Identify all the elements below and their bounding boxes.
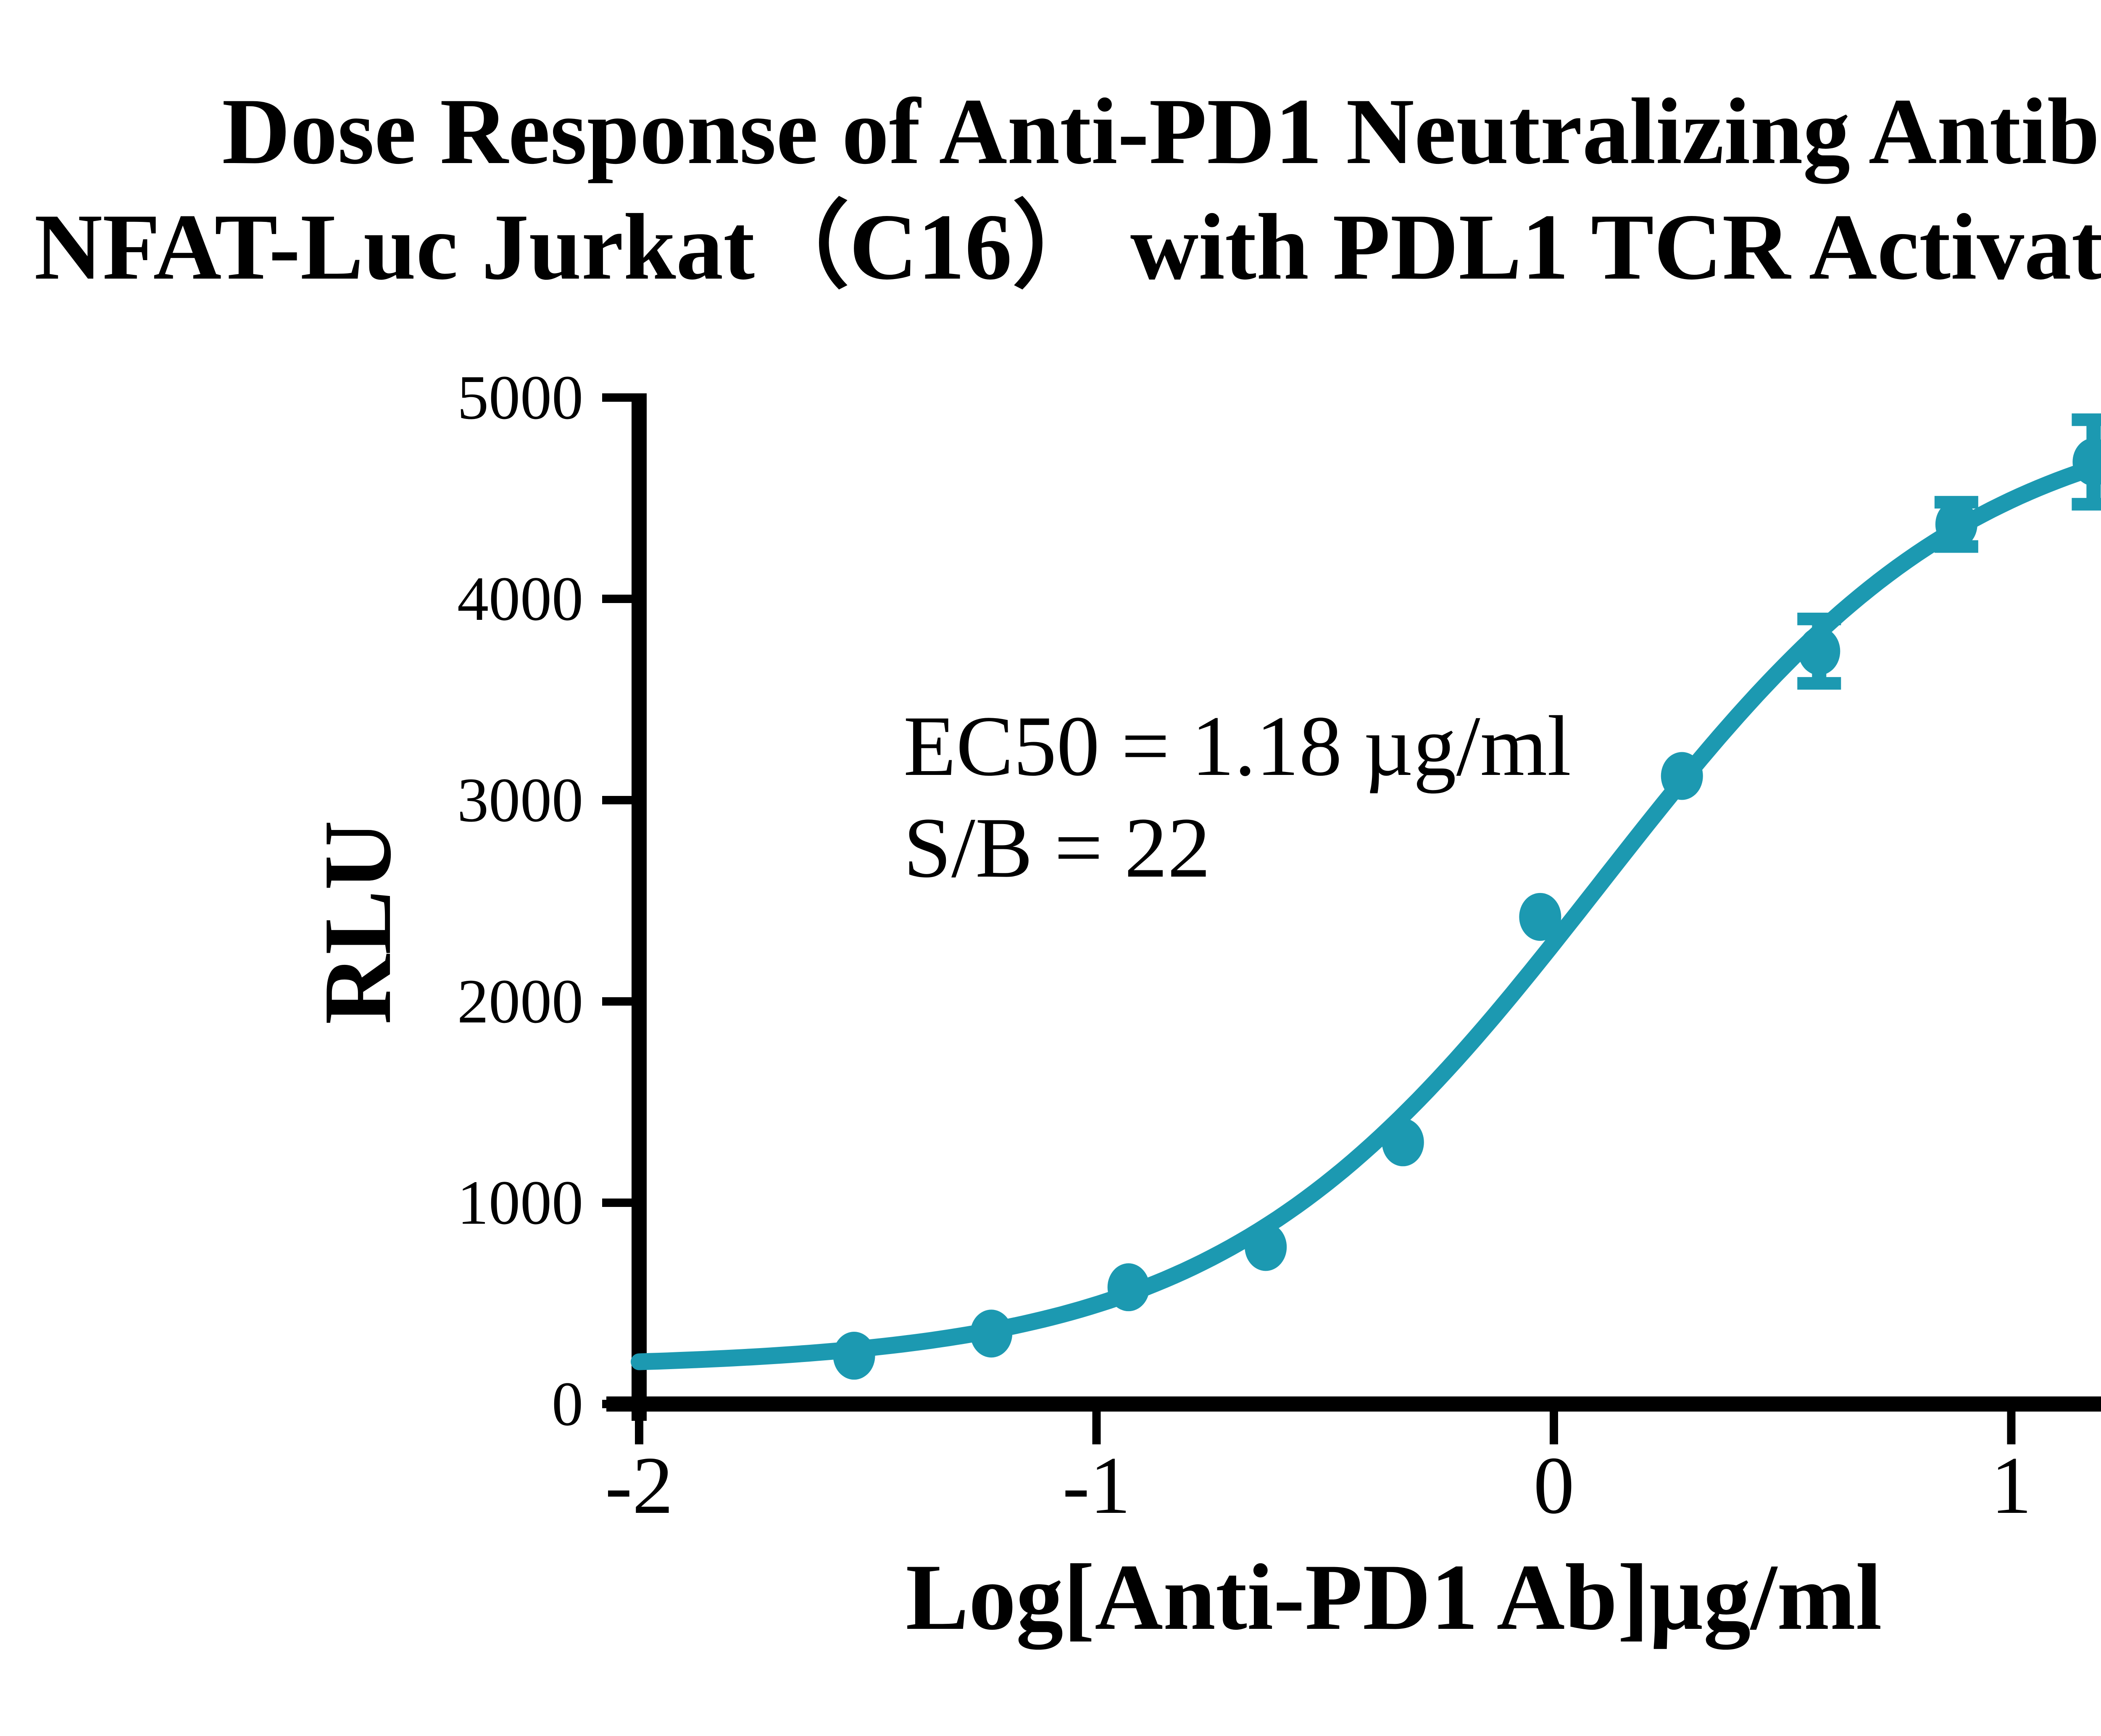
- fit-annotation: EC50 = 1.18 µg/ml S/B = 22: [903, 695, 1571, 899]
- chart-title: Dose Response of Anti-PD1 Neutralizing A…: [0, 74, 2101, 304]
- signal-to-background-value: S/B = 22: [903, 800, 1211, 896]
- y-tick-label: 3000: [457, 765, 583, 835]
- ec50-value: EC50 = 1.18 µg/ml: [903, 698, 1572, 794]
- data-point: [1245, 1223, 1287, 1271]
- y-axis-title: RLU: [303, 820, 411, 1025]
- y-tick-label: 0: [552, 1369, 583, 1439]
- chart-title-line2: NFAT-Luc Jurkat（C16） with PDL1 TCR Activ…: [34, 194, 2101, 299]
- y-tick-label: 2000: [457, 967, 583, 1036]
- data-point: [1661, 752, 1703, 800]
- chart-title-line1: Dose Response of Anti-PD1 Neutralizing A…: [222, 79, 2101, 184]
- x-axis-title: Log[Anti-PD1 Ab]µg/ml: [906, 1544, 1882, 1649]
- data-point: [1798, 627, 1840, 675]
- y-tick-label: 4000: [457, 564, 583, 634]
- x-tick-label: 0: [1533, 1440, 1574, 1531]
- x-tick-label: -1: [1062, 1440, 1130, 1531]
- data-point: [1935, 500, 1977, 548]
- data-point: [1519, 893, 1561, 941]
- x-tick-label: -2: [605, 1440, 673, 1531]
- data-point: [1382, 1118, 1424, 1167]
- data-point: [2072, 438, 2101, 486]
- y-tick-label: 1000: [457, 1168, 583, 1238]
- fit-curve: [631, 456, 2101, 1370]
- data-point: [833, 1332, 875, 1380]
- y-tick-label: 5000: [457, 363, 583, 432]
- data-point: [1107, 1263, 1150, 1312]
- x-tick-label: 1: [1991, 1440, 2032, 1531]
- data-point: [970, 1309, 1013, 1358]
